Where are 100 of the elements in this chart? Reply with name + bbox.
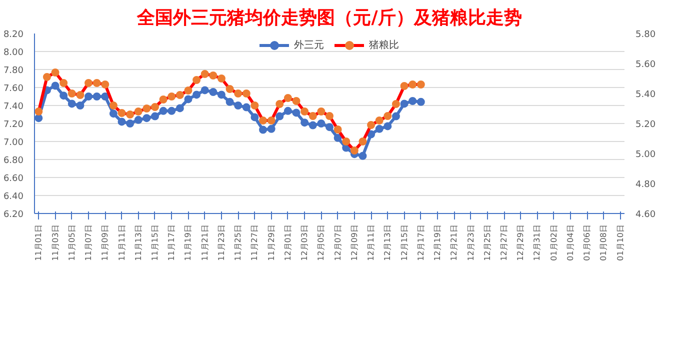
point [92,79,101,87]
point [217,90,226,99]
point [101,92,110,100]
point [150,103,159,111]
x-tick-label: 01月08日 [599,224,608,261]
point [234,102,242,110]
point [400,82,408,90]
x-tick-label: 12月31日 [532,224,542,261]
x-tick-label: 12月25日 [482,224,492,261]
point [109,110,118,118]
point [192,90,201,99]
point [34,114,43,122]
point [358,152,367,160]
point [60,79,68,87]
x-tick-label: 11月11日 [117,224,126,261]
point [317,120,326,128]
point [84,92,93,100]
x-tick-label: 11月03日 [50,224,60,261]
point [200,86,209,94]
point [276,112,284,120]
point [400,100,408,108]
point [408,80,417,88]
point [416,98,425,106]
y2-tick-label: 4.80 [636,180,656,190]
y2-tick-label: 5.20 [636,120,656,130]
x-tick-label: 12月19日 [433,224,442,261]
x-tick-label: 01月10日 [616,224,625,261]
x-tick-label: 11月15日 [150,224,160,261]
x-tick-label: 12月01日 [283,224,292,261]
y2-tick-label: 5.00 [636,150,656,160]
x-tick-label: 11月09日 [100,224,110,261]
point [242,90,250,98]
point [267,116,276,124]
point [126,110,134,118]
point [176,104,184,112]
point [259,126,268,134]
y2-tick-label: 4.60 [636,210,656,220]
point [358,138,367,146]
point [168,92,176,100]
chart-title: 全国外三元猪均价走势图（元/斤）及猪粮比走势 [136,8,522,28]
point [242,103,250,112]
point [300,118,309,127]
point [60,92,68,100]
point [284,106,292,115]
x-tick-label: 12月27日 [500,224,509,261]
y-tick-label: 7.00 [3,138,24,148]
point [250,102,259,110]
x-tick-label: 12月05日 [316,224,326,261]
x-tick-label: 12月21日 [450,224,459,261]
point [392,112,400,120]
point [300,108,309,116]
point [209,88,218,96]
point [68,100,76,108]
point [284,94,292,102]
point [342,138,350,146]
point [142,114,151,122]
point [226,98,234,106]
point [200,70,209,78]
point [142,104,151,112]
x-tick-label: 12月09日 [350,224,359,261]
point [76,102,84,110]
point [184,86,192,94]
x-tick-label: 12月15日 [400,224,409,261]
y-tick-label: 7.40 [3,102,24,112]
point [375,116,384,124]
point [308,112,317,120]
point [292,97,300,105]
y-tick-label: 6.40 [3,192,24,202]
x-tick-label: 11月07日 [84,224,94,261]
y-tick-label: 6.80 [3,156,24,166]
point [76,91,84,99]
x-tick-label: 11月17日 [167,224,176,261]
point [184,95,192,104]
point [408,97,417,105]
point [134,108,142,116]
x-tick-label: 12月03日 [300,224,310,261]
point [126,120,134,128]
x-tick-label: 11月05日 [67,224,76,261]
point [276,100,284,108]
point [416,80,425,88]
point [292,108,300,117]
point [51,82,60,90]
x-tick-label: 12月29日 [516,224,526,261]
point [134,116,142,124]
x-tick-label: 01月06日 [582,224,592,261]
y-tick-label: 7.20 [3,120,24,130]
point [234,90,242,98]
point [308,121,317,130]
x-tick-label: 01月04日 [566,224,575,261]
point [350,146,358,154]
point [250,113,259,122]
point [326,123,334,132]
point [159,106,168,115]
point [367,121,376,129]
x-tick-label: 11月21日 [200,224,210,261]
y-tick-label: 6.20 [3,210,24,220]
point [109,102,118,110]
point [209,72,218,80]
point [334,134,342,142]
y-tick-label: 7.80 [3,66,24,76]
